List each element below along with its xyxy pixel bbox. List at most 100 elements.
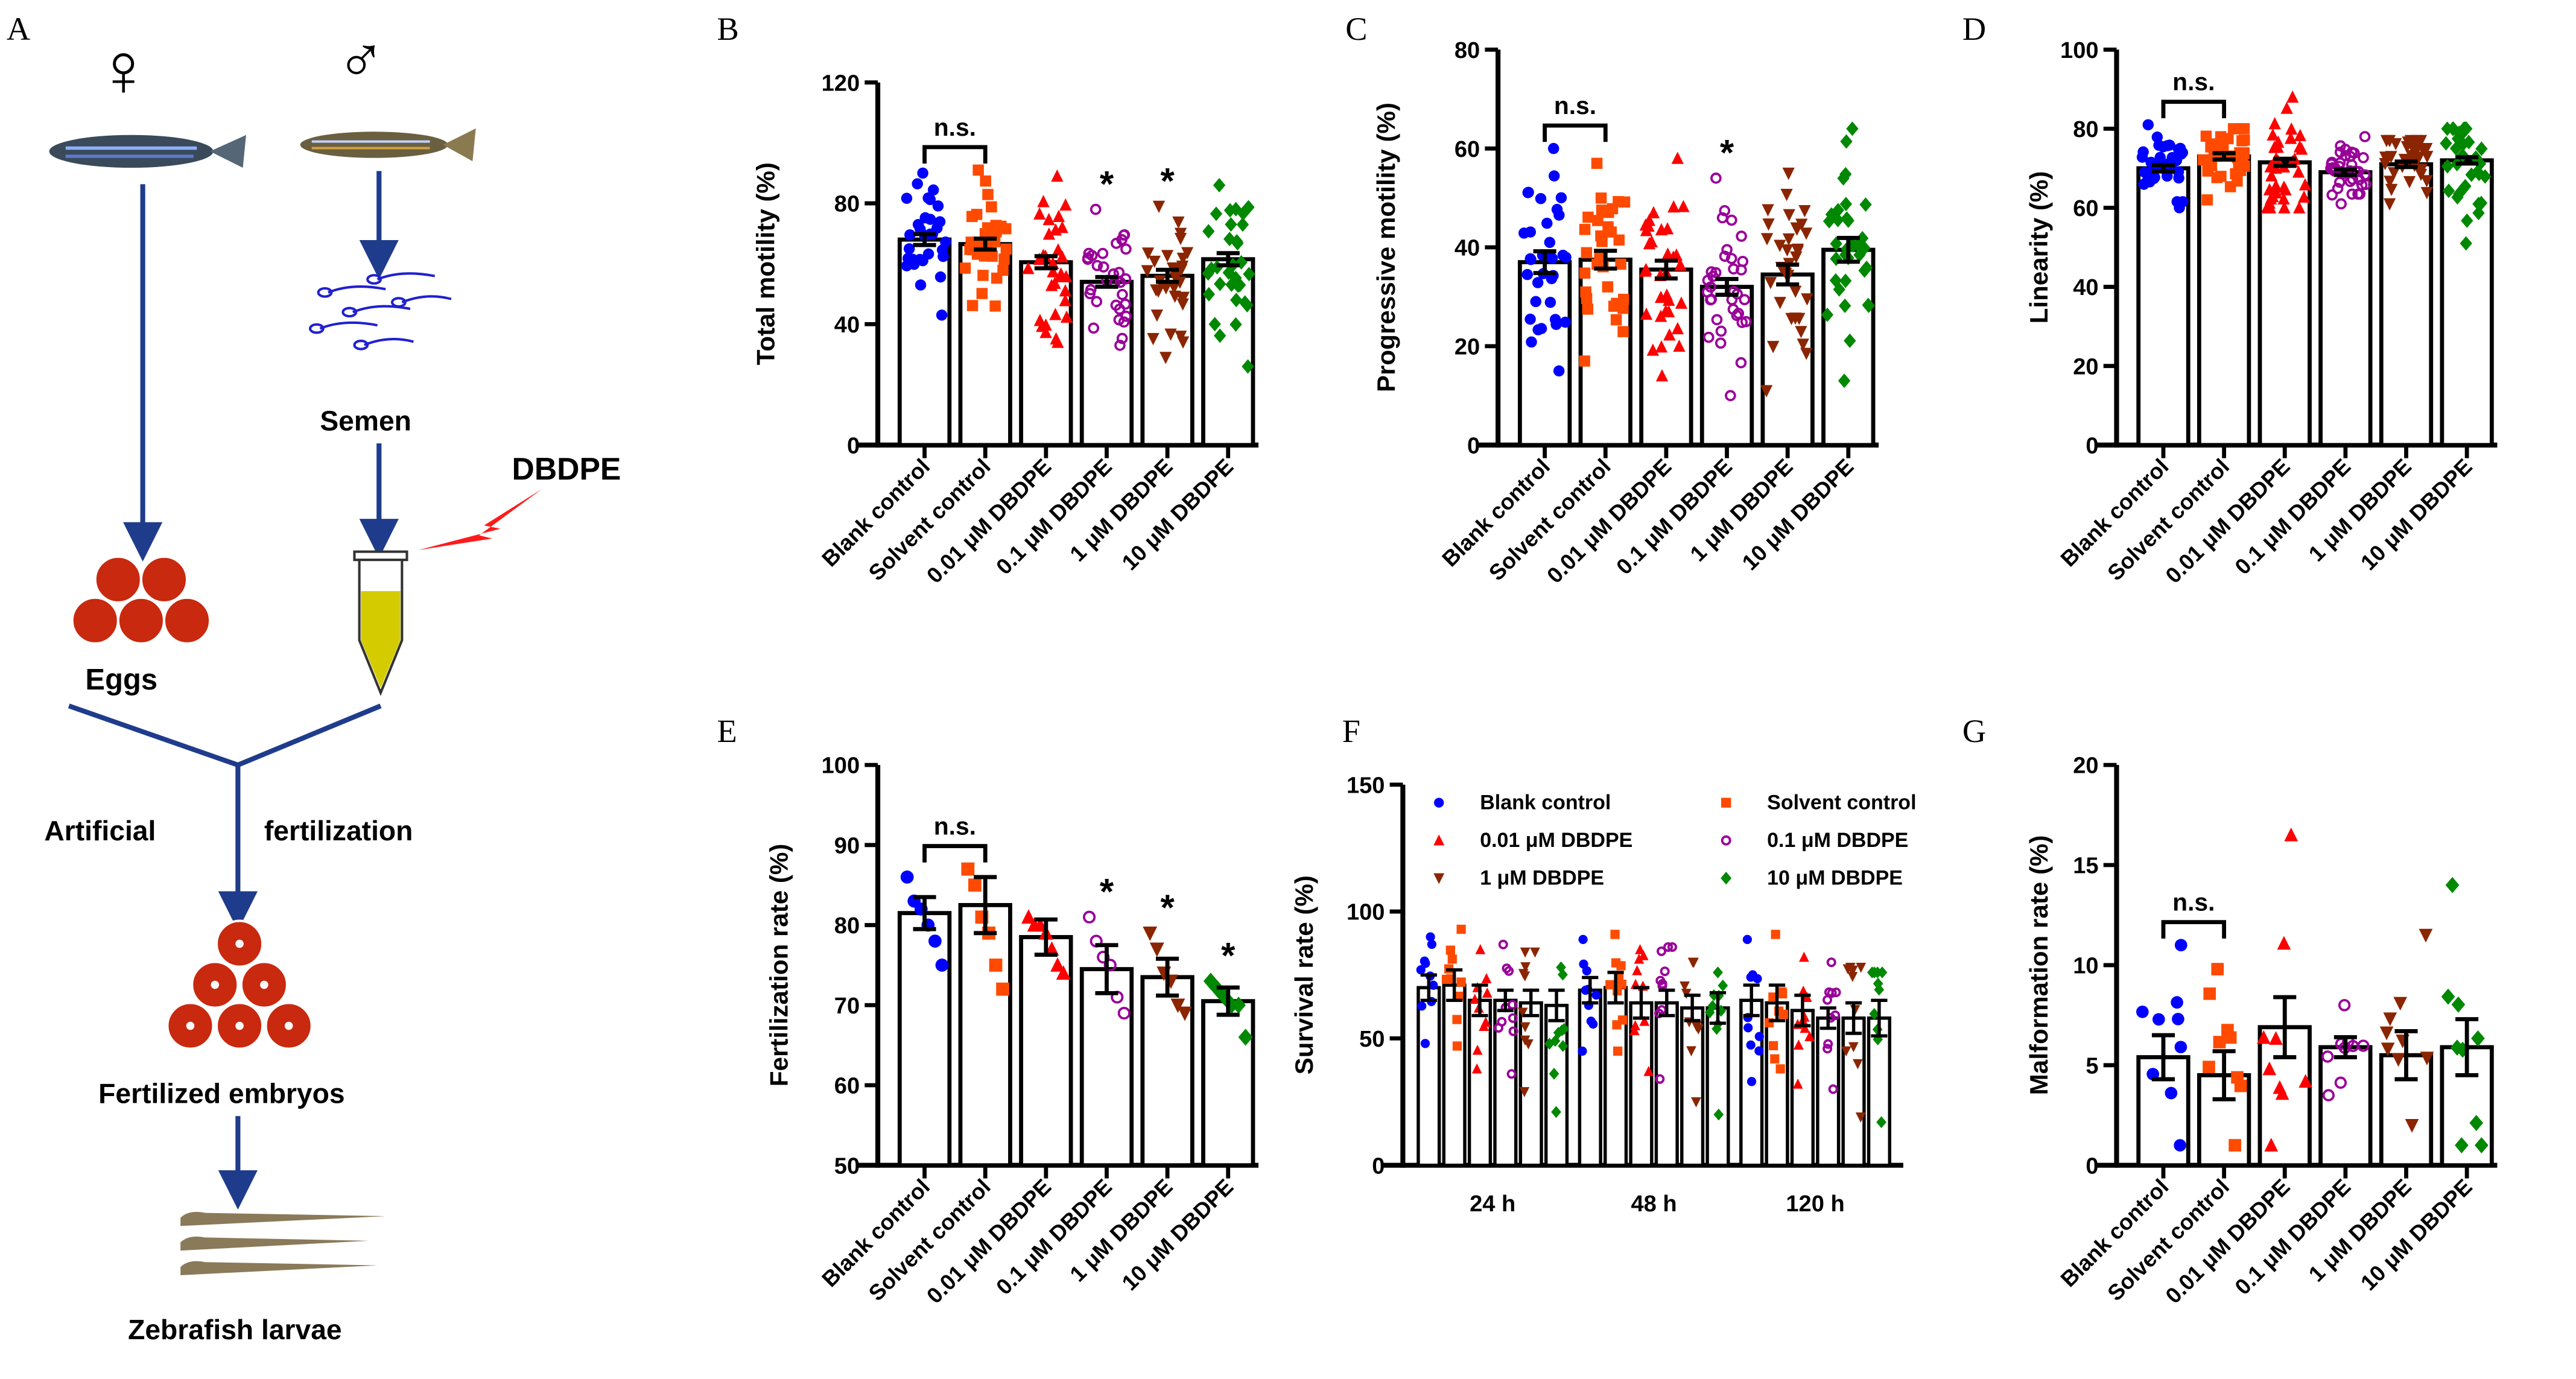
data-point [2338,999,2351,1012]
data-point [1713,966,1723,978]
y-tick-label: 120 [822,71,860,96]
data-point [1830,236,1842,252]
data-point [2445,877,2460,893]
data-point [1748,970,1757,980]
legend-label: 0.1 μM DBDPE [1767,829,1908,852]
data-point [1523,1039,1534,1050]
data-point [1210,206,1223,221]
data-point [2420,187,2433,200]
panel-b-chart: B 0 40 80 120 Total motility (%) Blank control… [717,11,1259,588]
error-bar [1095,274,1118,289]
data-point [1789,312,1802,325]
data-point [2379,157,2391,171]
x-tick-label: Blank control [2056,454,2174,571]
error-bar [1471,983,1488,1018]
data-point [1120,310,1132,322]
data-point [1691,1097,1701,1108]
legend-item: 10 μM DBDPE [1721,867,1903,890]
error-bar [1095,943,1118,995]
data-point [1114,340,1126,351]
data-point [1517,1007,1528,1018]
y-tick-label: 100 [1347,900,1385,925]
data-point [2268,141,2281,153]
data-point [1728,263,1739,275]
merge-lines [68,703,382,768]
data-point [2359,131,2371,142]
data-point [1116,233,1128,246]
data-points-group [959,164,1012,312]
data-point [980,175,991,187]
error-bar [2455,155,2479,166]
error-bar [1658,988,1675,1018]
data-point [2298,190,2311,203]
data-point [1037,195,1050,208]
data-point [1782,167,1795,180]
data-point [1222,265,1235,280]
data-point [1838,373,1851,388]
data-point [904,229,916,241]
sperm-icon [308,272,452,350]
data-point [1689,957,1699,968]
ns-bracket [922,145,988,164]
data-point [915,279,927,291]
y-tick-label: 80 [2073,117,2098,142]
data-point [1657,946,1667,956]
data-point [1176,298,1189,311]
data-point [2278,201,2291,214]
data-point [1782,233,1795,246]
data-point [1416,965,1426,975]
data-point [1760,385,1773,398]
data-point [1774,239,1786,252]
data-point [1475,944,1486,954]
data-point [1498,939,1508,949]
data-point [1150,309,1163,322]
data-point [1713,1108,1724,1121]
data-point [1719,204,1731,217]
error-bar [1156,956,1179,998]
semen-label: Semen [320,405,411,436]
data-point [1225,217,1237,232]
y-tick-label: 15 [2073,854,2098,879]
data-point [1044,941,1059,956]
data-point [2262,1061,2277,1076]
data-point [1595,192,1607,204]
data-point [1869,1007,1880,1020]
error-bar [1819,1006,1836,1030]
data-point [1550,319,1562,331]
error-bar [2394,1029,2418,1082]
data-point [1846,121,1859,136]
data-point [2284,132,2297,144]
data-point [1721,797,1731,808]
data-point [1456,977,1466,987]
data-point [1150,284,1163,297]
data-point [1433,873,1445,884]
x-tick-label: 10 μM DBDPE [2356,1174,2477,1295]
data-point [1082,252,1094,264]
data-point [1770,1054,1780,1064]
x-tick-label: Blank control [1437,454,1555,571]
data-point [1675,296,1688,309]
data-point [1059,284,1072,297]
bar [2318,170,2373,448]
data-point [1506,1069,1517,1079]
data-point [2449,141,2463,156]
data-point [1544,296,1556,308]
x-tick-label: 120 h [1786,1191,1844,1217]
data-point [1160,282,1172,295]
eggs-label: Eggs [85,664,157,696]
data-point [1663,942,1673,952]
data-point [1657,978,1667,989]
data-point [2213,1036,2226,1048]
data-point [1173,276,1187,289]
panel-letter-a: A [7,11,30,47]
data-point [1660,966,1670,977]
data-points-group [1760,167,1813,398]
data-point [1049,308,1062,320]
data-point [927,184,939,196]
data-point [2405,1119,2419,1133]
panel-f-chart: F 0 50 100 150 Survival rate (%) 24 h 48 h 120 h… [1290,713,1917,1217]
data-point [1596,236,1608,247]
ns-bracket [2161,100,2227,118]
data-point [2420,142,2433,156]
error-bar [2212,1049,2236,1102]
